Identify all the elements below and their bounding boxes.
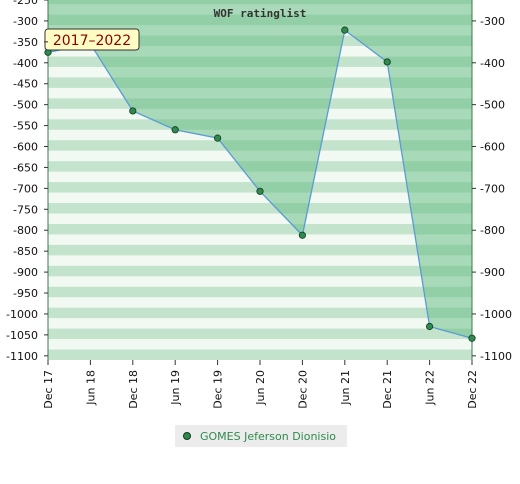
x-tick-label: Dec 22 bbox=[466, 370, 479, 409]
y-left-tick-label: -700 bbox=[13, 182, 38, 195]
x-tick-label: Dec 18 bbox=[127, 370, 140, 409]
y-right-tick-label: -300 bbox=[480, 15, 505, 28]
data-point bbox=[256, 187, 264, 195]
y-left-tick-label: -400 bbox=[13, 57, 38, 70]
y-right-tick-label: -500 bbox=[480, 99, 505, 112]
y-left-tick-label: -750 bbox=[13, 203, 38, 216]
y-left-tick-label: -550 bbox=[13, 120, 38, 133]
y-left-tick-label: -900 bbox=[13, 266, 38, 279]
y-left-tick-label: -250 bbox=[13, 0, 38, 7]
x-tick-label: Jun 19 bbox=[169, 370, 182, 406]
series-area bbox=[48, 0, 472, 339]
grid-band bbox=[48, 286, 472, 298]
x-tick-label: Dec 21 bbox=[381, 370, 394, 409]
x-tick-label: Jun 21 bbox=[339, 370, 352, 406]
y-left-tick-label: -450 bbox=[13, 78, 38, 91]
y-right-tick-label: -1000 bbox=[480, 308, 512, 321]
y-left-tick-label: -800 bbox=[13, 224, 38, 237]
data-point bbox=[129, 107, 137, 115]
y-right-tick-label: -600 bbox=[480, 141, 505, 154]
y-left-tick-label: -650 bbox=[13, 161, 38, 174]
y-left-tick-label: -1000 bbox=[6, 308, 38, 321]
y-right-tick-label: -1100 bbox=[480, 350, 512, 363]
grid-band bbox=[48, 223, 472, 235]
y-left-tick-label: -500 bbox=[13, 99, 38, 112]
x-tick-label: Jun 18 bbox=[84, 370, 97, 406]
y-right-tick-label: -700 bbox=[480, 182, 505, 195]
period-badge-text: 2017–2022 bbox=[53, 33, 131, 49]
y-right-tick-label: -400 bbox=[480, 57, 505, 70]
x-tick-label: Dec 17 bbox=[42, 370, 55, 409]
data-point bbox=[341, 26, 349, 34]
x-tick-label: Dec 20 bbox=[296, 370, 309, 409]
x-tick-label: Jun 20 bbox=[254, 370, 267, 406]
legend-marker-icon bbox=[183, 432, 191, 440]
data-point bbox=[468, 334, 476, 342]
legend: GOMES Jeferson Dionisio bbox=[175, 425, 347, 447]
grid-band bbox=[48, 265, 472, 277]
y-right-tick-label: -800 bbox=[480, 224, 505, 237]
data-point bbox=[425, 322, 434, 331]
legend-label: GOMES Jeferson Dionisio bbox=[200, 429, 337, 443]
y-left-tick-label: -850 bbox=[13, 245, 38, 258]
grid-band bbox=[48, 328, 472, 340]
period-badge bbox=[44, 28, 140, 51]
data-point bbox=[171, 126, 179, 134]
y-left-tick-label: -1050 bbox=[6, 329, 38, 342]
grid-band bbox=[48, 349, 472, 360]
chart-title: WOF ratinglist bbox=[214, 7, 307, 20]
data-point bbox=[383, 58, 391, 66]
y-left-tick-label: -950 bbox=[13, 287, 38, 300]
grid-band bbox=[48, 203, 472, 214]
grid-band bbox=[48, 307, 472, 319]
y-left-tick-label: -300 bbox=[13, 15, 38, 28]
x-tick-label: Jun 22 bbox=[424, 370, 437, 406]
grid-band bbox=[48, 244, 472, 256]
y-left-tick-label: -350 bbox=[13, 36, 38, 49]
x-tick-label: Dec 19 bbox=[212, 370, 225, 409]
y-left-tick-label: -1100 bbox=[6, 350, 38, 363]
data-point bbox=[298, 231, 306, 239]
y-right-tick-label: -900 bbox=[480, 266, 505, 279]
y-left-tick-label: -600 bbox=[13, 141, 38, 154]
data-point bbox=[214, 134, 222, 142]
